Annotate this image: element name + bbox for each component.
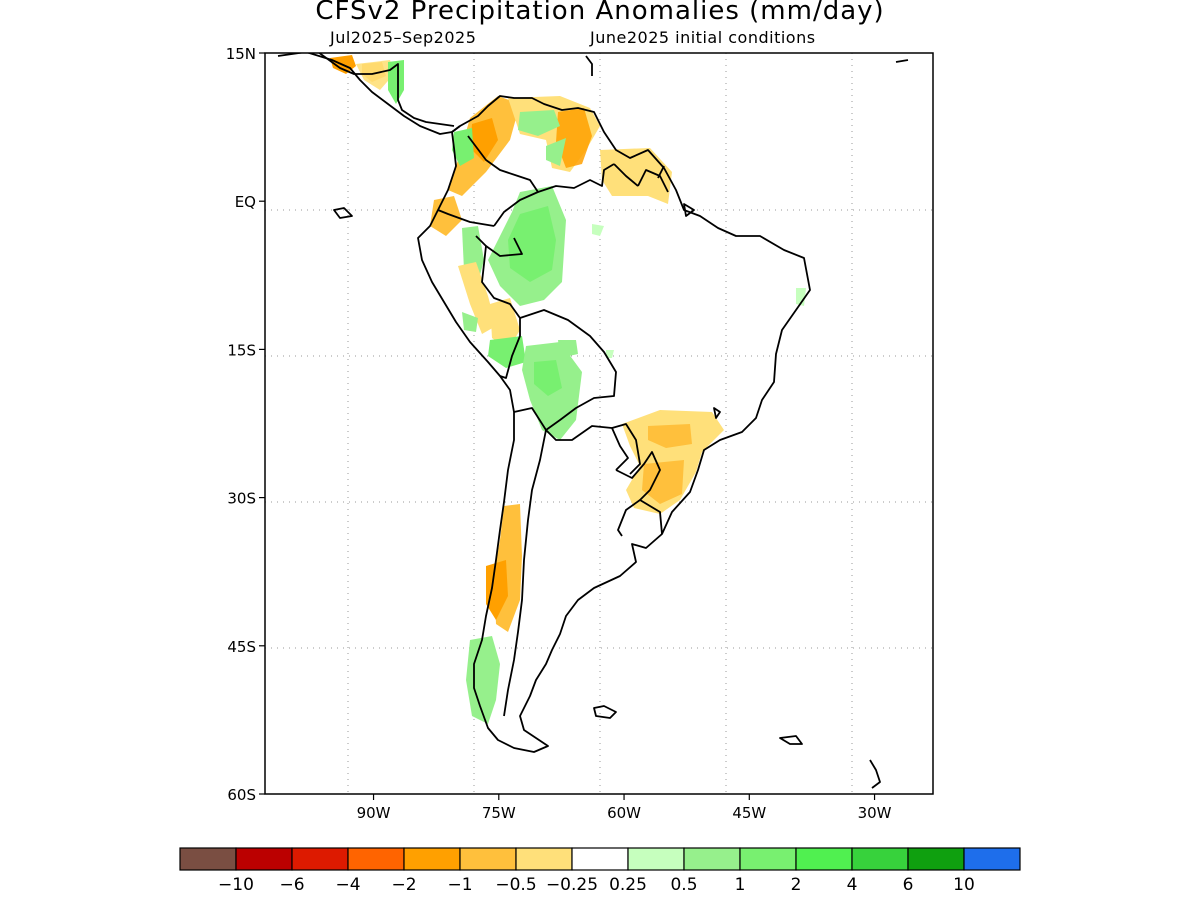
- colorbar-swatch: [403, 847, 461, 871]
- colorbar-swatch: [571, 847, 629, 871]
- colorbar-swatch: [627, 847, 685, 871]
- colorbar-label: −1: [447, 875, 472, 895]
- colorbar-swatch: [459, 847, 517, 871]
- colorbar-swatch: [515, 847, 573, 871]
- longitude-labels: 90W 75W 60W 45W 30W: [357, 804, 892, 822]
- colorbar-label: −0.5: [495, 875, 536, 895]
- lat-tick-label: 60S: [227, 786, 256, 804]
- lon-tick-label: 90W: [357, 804, 391, 822]
- valid-period: Jul2025–Sep2025: [330, 28, 477, 47]
- lat-tick-label: EQ: [235, 193, 256, 211]
- axis-ticks: [259, 52, 876, 800]
- colorbar-swatch: [683, 847, 741, 871]
- colorbar-swatch: [851, 847, 909, 871]
- colorbar-label: 10: [953, 875, 975, 895]
- colorbar-label: 6: [903, 875, 914, 895]
- coastlines-borders: [277, 53, 909, 789]
- latitude-labels: 15N EQ 15S 30S 45S 60S: [226, 45, 256, 804]
- lat-tick-label: 15N: [226, 45, 256, 63]
- colorbar-label: −6: [279, 875, 304, 895]
- map-gridlines: [265, 53, 933, 794]
- colorbar-swatch: [291, 847, 349, 871]
- map-frame: [264, 52, 934, 795]
- lon-tick-label: 45W: [732, 804, 766, 822]
- colorbar-swatch: [347, 847, 405, 871]
- colorbar-label: −4: [335, 875, 360, 895]
- colorbar-label: 0.5: [670, 875, 697, 895]
- colorbar-swatch: [795, 847, 853, 871]
- colorbar-swatch: [179, 847, 237, 871]
- lon-tick-label: 60W: [607, 804, 641, 822]
- colorbar-label: −2: [391, 875, 416, 895]
- colorbar-label: 1: [735, 875, 746, 895]
- colorbar-label: 0.25: [609, 875, 647, 895]
- lon-tick-label: 75W: [482, 804, 516, 822]
- anomaly-shading: [330, 55, 806, 724]
- colorbar-label: −0.25: [546, 875, 598, 895]
- colorbar-labels: −10 −6 −4 −2 −1 −0.5 −0.25 0.25 0.5 1 2 4 6 10: [218, 875, 975, 895]
- colorbar-label: 2: [791, 875, 802, 895]
- colorbar-label: 4: [847, 875, 858, 895]
- chart-title: CFSv2 Precipitation Anomalies (mm/day): [315, 0, 885, 26]
- lat-tick-label: 45S: [227, 638, 256, 656]
- colorbar-swatch: [963, 847, 1021, 871]
- lon-tick-label: 30W: [858, 804, 892, 822]
- colorbar-swatch: [739, 847, 797, 871]
- colorbar-label: −10: [218, 875, 254, 895]
- initial-conditions: June2025 initial conditions: [590, 28, 816, 47]
- lat-tick-label: 30S: [227, 490, 256, 508]
- colorbar-swatch: [235, 847, 293, 871]
- colorbar-swatch: [907, 847, 965, 871]
- lat-tick-label: 15S: [227, 341, 256, 359]
- colorbar: [179, 847, 1021, 871]
